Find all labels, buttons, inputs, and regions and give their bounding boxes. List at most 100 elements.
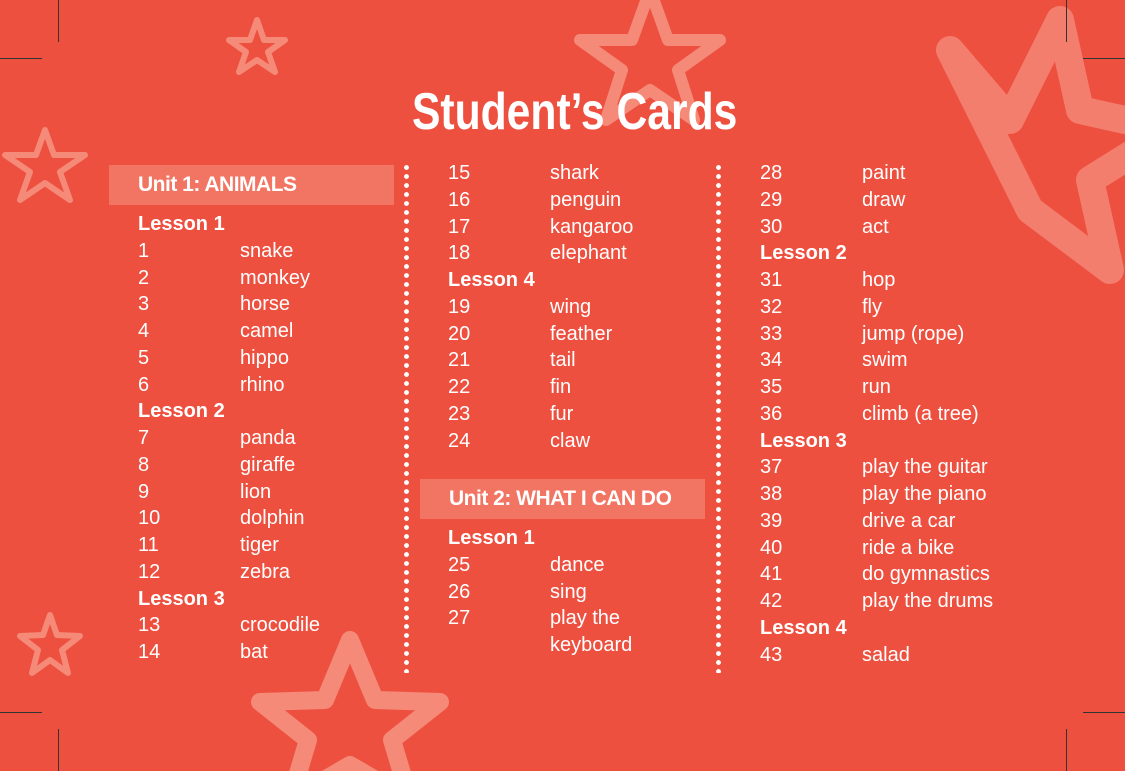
crop-mark [58,729,59,771]
lesson-heading: Lesson 3 [760,429,847,452]
item-number: 2 [138,266,150,289]
item-number: 38 [760,483,783,505]
lesson-heading: Lesson 1 [138,213,225,235]
item-number: 27 [448,607,471,630]
star-icon [17,612,83,676]
item-number: 40 [760,536,783,559]
item-word: penguin [550,188,622,211]
item-number: 15 [448,162,471,184]
item-word: lion [240,480,272,503]
item-word: giraffe [240,453,296,476]
item-word: shark [550,162,599,184]
item-number: 5 [138,346,150,369]
item-number: 20 [448,322,471,345]
item-number: 25 [448,553,471,576]
item-number: 10 [138,507,161,530]
item-number: 23 [448,402,471,425]
item-word: zebra [240,560,291,583]
lesson-heading: Lesson 4 [448,269,535,291]
item-word: do gymnastics [862,563,990,586]
item-word: wing [550,295,592,318]
unit-2-header: Unit 2: WHAT I CAN DO [420,479,705,519]
lesson-heading: Lesson 2 [138,400,225,423]
lesson-heading: Lesson 4 [760,616,847,639]
item-word: crocodile [240,614,321,637]
unit-2-title: Unit 2: WHAT I CAN DO [449,487,672,510]
item-number: 21 [448,349,471,372]
item-number: 13 [138,614,161,637]
item-number: 14 [138,641,161,663]
dotted-divider [404,163,409,673]
crop-mark [0,58,42,59]
item-number: 19 [448,295,471,318]
item-word: keyboard [550,634,633,656]
item-number: 32 [760,295,783,318]
item-number: 18 [448,242,471,265]
item-word: act [862,215,889,238]
item-word: ride a bike [862,536,955,559]
item-number: 42 [760,590,783,612]
item-word: rhino [240,373,285,396]
item-word: feather [550,322,613,345]
item-number: 30 [760,215,783,238]
item-number: 26 [448,580,471,603]
item-word: dance [550,553,605,576]
item-word: play the [550,607,621,630]
item-word: play the guitar [862,456,988,479]
item-word: monkey [240,266,311,289]
item-word: run [862,376,891,398]
item-number: 7 [138,427,150,449]
item-word: salad [862,643,910,666]
item-word: climb (a tree) [862,402,979,425]
star-icon [251,631,449,771]
item-number: 1 [138,239,150,262]
item-word: jump (rope) [862,322,965,345]
item-number: 17 [448,215,471,238]
item-number: 22 [448,376,471,398]
lesson-heading: Lesson 1 [448,527,535,549]
item-word: kangaroo [550,215,634,238]
star-icon [226,17,288,75]
item-word: fin [550,376,572,398]
item-word: tiger [240,534,279,556]
item-word: camel [240,320,294,342]
item-word: draw [862,188,906,211]
dotted-divider [716,163,721,673]
item-number: 6 [138,373,150,396]
item-number: 35 [760,376,783,398]
item-number: 11 [138,534,159,556]
item-number: 28 [760,162,783,184]
item-word: sing [550,580,587,603]
item-number: 41 [760,563,783,586]
crop-mark [1083,712,1125,713]
star-icon [2,127,88,203]
item-number: 29 [760,188,783,211]
item-number: 36 [760,402,783,425]
item-number: 33 [760,322,783,345]
item-word: swim [862,349,908,372]
item-word: play the drums [862,590,994,612]
item-number: 9 [138,480,150,503]
unit-1-header: Unit 1: ANIMALS [109,165,394,205]
item-word: claw [550,429,591,452]
crop-mark [1066,0,1067,42]
item-word: paint [862,162,906,184]
item-word: hop [862,269,896,291]
crop-mark [1083,58,1125,59]
item-number: 39 [760,509,783,532]
lesson-heading: Lesson 3 [138,587,225,610]
item-word: snake [240,239,294,262]
item-word: drive a car [862,509,956,532]
item-number: 8 [138,453,150,476]
lesson-heading: Lesson 2 [760,242,847,265]
item-word: bat [240,641,268,663]
item-number: 31 [760,269,783,291]
item-number: 16 [448,188,471,211]
item-number: 37 [760,456,783,479]
item-number: 4 [138,320,150,342]
star-icon [574,0,726,126]
item-word: dolphin [240,507,305,530]
crop-mark [0,712,42,713]
item-word: play the piano [862,483,987,505]
